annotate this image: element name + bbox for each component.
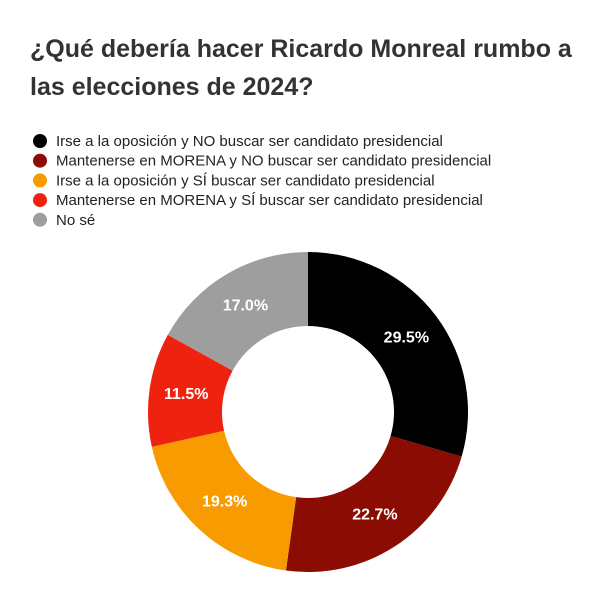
legend-marker xyxy=(33,212,47,227)
legend-label: Irse a la oposición y SÍ buscar ser cand… xyxy=(56,172,435,189)
legend-marker xyxy=(33,193,47,208)
chart-title: ¿Qué debería hacer Ricardo Monreal rumbo… xyxy=(30,35,572,101)
donut-segment xyxy=(167,252,308,371)
donut-segment xyxy=(285,435,462,572)
donut-segment xyxy=(308,252,468,457)
donut-segment xyxy=(147,334,233,447)
data-label: 22.7% xyxy=(352,506,397,523)
donut-segment xyxy=(151,430,297,571)
legend-label: Irse a la oposición y NO buscar ser cand… xyxy=(56,133,443,150)
legend-label: Mantenerse en MORENA y NO buscar ser can… xyxy=(56,153,491,170)
data-label: 17.0% xyxy=(223,297,268,314)
legend-label: Mantenerse en MORENA y SÍ buscar ser can… xyxy=(56,192,483,209)
legend-marker xyxy=(33,134,47,148)
data-label: 29.5% xyxy=(384,329,429,346)
data-label: 11.5% xyxy=(164,386,208,403)
legend-label: No sé xyxy=(56,212,95,229)
legend-marker xyxy=(33,173,47,188)
legend-marker xyxy=(33,153,47,168)
data-label: 19.3% xyxy=(202,494,247,511)
